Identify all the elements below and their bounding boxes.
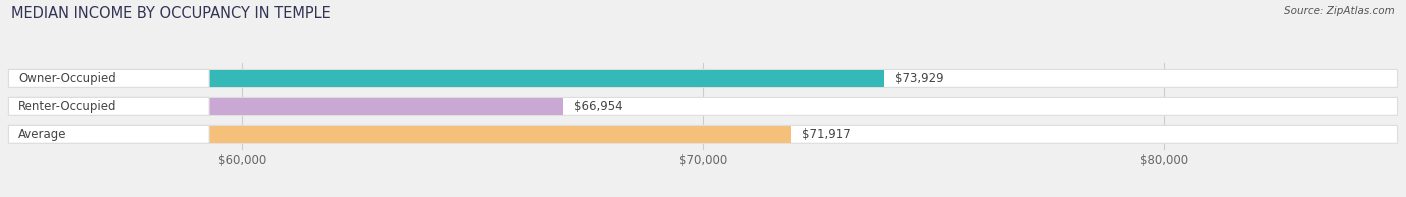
Bar — [11, 98, 562, 115]
Text: Source: ZipAtlas.com: Source: ZipAtlas.com — [1284, 6, 1395, 16]
FancyBboxPatch shape — [8, 125, 1398, 143]
Bar — [11, 126, 792, 143]
Text: Owner-Occupied: Owner-Occupied — [18, 72, 115, 85]
Bar — [11, 70, 884, 87]
Text: $71,917: $71,917 — [803, 128, 851, 141]
FancyBboxPatch shape — [8, 70, 1398, 87]
FancyBboxPatch shape — [8, 98, 1398, 115]
Text: Average: Average — [18, 128, 66, 141]
FancyBboxPatch shape — [8, 70, 209, 87]
FancyBboxPatch shape — [8, 125, 209, 143]
Text: Renter-Occupied: Renter-Occupied — [18, 100, 117, 113]
Text: $66,954: $66,954 — [574, 100, 623, 113]
Text: MEDIAN INCOME BY OCCUPANCY IN TEMPLE: MEDIAN INCOME BY OCCUPANCY IN TEMPLE — [11, 6, 330, 21]
FancyBboxPatch shape — [8, 98, 209, 115]
Text: $73,929: $73,929 — [896, 72, 943, 85]
